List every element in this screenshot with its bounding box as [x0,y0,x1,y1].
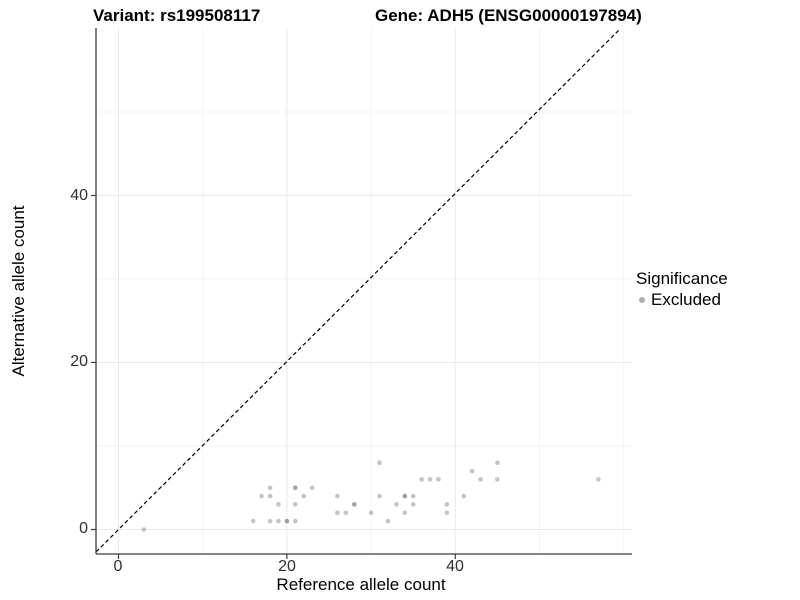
data-point [293,502,298,507]
y-tick-label-40: 40 [70,187,88,204]
data-point [293,485,298,491]
data-point [301,493,307,499]
data-point [402,510,408,516]
identity-line [95,28,621,553]
data-point [402,493,408,499]
data-point [419,477,424,482]
y-tick-label-20: 20 [70,353,88,370]
data-point [402,493,408,499]
data-point [596,477,601,482]
data-point [444,510,450,516]
legend-item-label: Excluded [651,290,721,309]
data-point [385,518,391,524]
data-point [377,493,382,499]
x-tick-label-0: 0 [113,558,123,575]
data-point [309,485,315,491]
plot-title-gene: Gene: ADH5 (ENSG00000197894) [375,6,642,25]
excluded-point-icon [639,297,645,303]
data-point [293,485,298,491]
data-point [478,477,483,482]
data-point [141,527,147,532]
data-point [335,510,340,516]
scatter-points [141,460,601,532]
data-point [436,477,441,482]
data-point [259,493,264,499]
legend-item-excluded: Excluded [636,290,728,310]
data-point [276,518,281,524]
y-tick-label-0: 0 [79,520,88,537]
data-point [335,493,340,499]
x-axis-title: Reference allele count [276,575,446,594]
data-point [427,477,433,482]
data-point [394,502,399,507]
data-point [284,518,290,524]
x-tick-label-40: 40 [446,558,464,575]
data-point [377,460,382,466]
data-point [276,502,281,507]
plot-title-variant: Variant: rs199508117 [93,6,261,25]
legend-title: Significance [636,269,728,288]
legend: Significance Excluded [636,268,728,310]
data-point [495,460,500,466]
data-point [444,502,450,507]
data-point [352,502,357,507]
y-axis-title: Alternative allele count [9,205,28,377]
data-point [461,493,467,499]
data-point [284,518,290,524]
x-tick-label-20: 20 [278,558,296,575]
data-point [410,493,416,499]
data-point [410,502,416,507]
data-point [495,477,500,482]
data-point [368,510,374,516]
data-point [267,485,273,491]
data-point [343,510,349,516]
data-point [267,493,273,499]
data-point [267,518,273,524]
data-point [293,518,298,524]
data-point [469,468,475,474]
data-point [250,518,256,524]
data-point [352,502,357,507]
